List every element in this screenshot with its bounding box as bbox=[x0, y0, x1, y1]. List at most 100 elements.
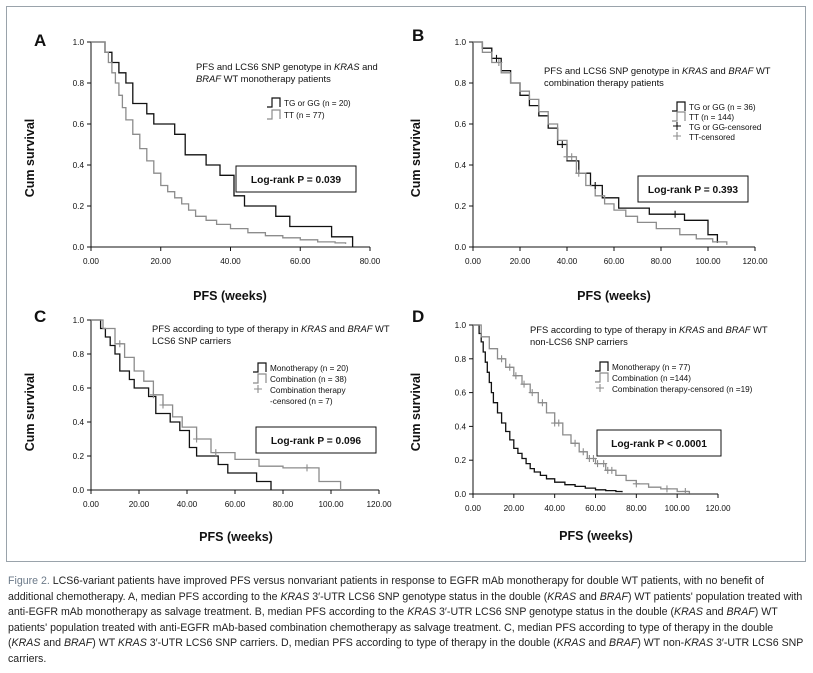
panel-title-part: and bbox=[359, 61, 377, 72]
caption-segment: 3′-UTR LCS6 SNP carriers. bbox=[8, 637, 804, 665]
legend-swatch bbox=[267, 109, 281, 120]
panel-title-part: and bbox=[327, 323, 348, 334]
panel-title: LCS6 SNP carriers bbox=[152, 335, 231, 346]
caption-segment: KRAS bbox=[684, 637, 714, 650]
censor-mark bbox=[555, 419, 563, 427]
x-tick-label: 100.00 bbox=[318, 500, 343, 509]
legend-label: TT (n = 144) bbox=[689, 113, 734, 122]
legend-label: Monotherapy (n = 20) bbox=[270, 364, 349, 373]
censor-mark bbox=[632, 480, 640, 488]
y-tick-label: 0.0 bbox=[73, 243, 85, 252]
y-tick-label: 0.4 bbox=[73, 418, 85, 427]
panel-title-part: PFS and LCS6 SNP genotype in bbox=[196, 61, 334, 72]
x-axis-title: PFS (weeks) bbox=[193, 289, 267, 303]
survival-curve-primary bbox=[91, 41, 354, 247]
panel-title-part: WT bbox=[372, 323, 389, 334]
legend-swatch bbox=[672, 111, 686, 122]
x-tick-label: 40.00 bbox=[220, 257, 241, 266]
legend-censor-label: Combination therapy-censored (n =19) bbox=[612, 385, 753, 394]
caption-segment: 3′-UTR LCS6 SNP carriers. D, median PFS … bbox=[146, 637, 557, 650]
panel-title-part: KRAS bbox=[334, 61, 360, 72]
panel-title-part: KRAS bbox=[682, 65, 708, 76]
censor-mark bbox=[303, 464, 311, 472]
caption-segment: KRAS bbox=[547, 590, 577, 603]
y-axis-title: Cum survival bbox=[23, 373, 37, 452]
panel-title-part: PFS and LCS6 SNP genotype in bbox=[544, 65, 682, 76]
legend-label: Combination (n = 38) bbox=[270, 375, 347, 384]
legend-swatch bbox=[253, 373, 267, 384]
figure-label: Figure 2. bbox=[8, 575, 50, 587]
y-tick-label: 0.4 bbox=[73, 161, 85, 170]
x-tick-label: 0.00 bbox=[83, 500, 99, 509]
y-tick-label: 0.6 bbox=[455, 389, 467, 398]
y-tick-label: 0.8 bbox=[73, 350, 85, 359]
km-figure: A 0.0 0.2 0.4 0.6 0.8 1.0 0.00 20.00 40.00 60.00 80… bbox=[23, 26, 771, 544]
km-panel-c: C 0.0 0.2 0.4 0.6 0.8 1.0 0.00 20.00 40.00 60.00 80… bbox=[23, 307, 392, 544]
legend-censor-mark bbox=[596, 384, 604, 392]
x-tick-label: 120.00 bbox=[366, 500, 391, 509]
panel-title: PFS according to type of therapy in KRAS… bbox=[152, 323, 390, 334]
legend-censor-label: TG or GG-censored bbox=[689, 123, 762, 132]
x-tick-label: 40.00 bbox=[544, 504, 565, 513]
caption-body: LCS6-variant patients have improved PFS … bbox=[8, 575, 803, 665]
y-axis-title: Cum survival bbox=[409, 119, 423, 198]
censor-mark bbox=[538, 399, 546, 407]
survival-curve-secondary bbox=[473, 324, 691, 494]
km-panel-b: B 0.0 0.2 0.4 0.6 0.8 1.0 0.00 20.00 40.00 60.00 80… bbox=[409, 26, 771, 303]
km-panel-d: D 0.0 0.2 0.4 0.6 0.8 1.0 0.00 20.00 40.00 60.00 80… bbox=[409, 307, 768, 543]
legend-label: TG or GG (n = 36) bbox=[689, 103, 756, 112]
y-tick-label: 0.0 bbox=[455, 243, 467, 252]
censor-mark bbox=[589, 455, 597, 463]
y-tick-label: 0.2 bbox=[73, 452, 85, 461]
legend-censor-label: Combination therapy bbox=[270, 386, 346, 395]
caption-segment: and bbox=[585, 637, 610, 650]
censor-mark bbox=[663, 485, 671, 493]
caption-segment: BRAF bbox=[726, 606, 755, 619]
y-tick-label: 0.6 bbox=[455, 120, 467, 129]
caption-segment: 3′-UTR LCS6 SNP genotype status in the d… bbox=[436, 606, 675, 619]
y-tick-label: 0.8 bbox=[455, 355, 467, 364]
y-tick-label: 0.4 bbox=[455, 422, 467, 431]
panel-title-part: BRAF bbox=[196, 73, 222, 84]
caption-segment: KRAS bbox=[11, 637, 41, 650]
x-tick-label: 20.00 bbox=[151, 257, 172, 266]
x-tick-label: 20.00 bbox=[510, 257, 531, 266]
x-tick-label: 20.00 bbox=[129, 500, 150, 509]
x-tick-label: 120.00 bbox=[705, 504, 730, 513]
censor-mark bbox=[568, 153, 576, 161]
panel-title-part: LCS6 SNP carriers bbox=[152, 335, 231, 346]
x-tick-label: 20.00 bbox=[504, 504, 525, 513]
y-tick-label: 0.6 bbox=[73, 384, 85, 393]
y-tick-label: 0.8 bbox=[73, 79, 85, 88]
caption-segment: KRAS bbox=[280, 590, 310, 603]
x-tick-label: 100.00 bbox=[665, 504, 690, 513]
y-tick-label: 0.2 bbox=[73, 202, 85, 211]
figure-caption: Figure 2. LCS6-variant patients have imp… bbox=[8, 574, 804, 668]
censor-mark bbox=[571, 439, 579, 447]
censor-mark bbox=[498, 355, 506, 363]
x-tick-label: 80.00 bbox=[651, 257, 672, 266]
logrank-text: Log-rank P = 0.096 bbox=[271, 436, 361, 447]
panel-title-part: KRAS bbox=[679, 324, 705, 335]
censor-mark bbox=[600, 460, 608, 468]
y-tick-label: 1.0 bbox=[73, 38, 85, 47]
caption-segment: ) WT patients' population treated with a… bbox=[8, 590, 803, 619]
caption-segment: 3′-UTR LCS6 SNP genotype status in the d… bbox=[309, 590, 548, 603]
survival-curve-primary bbox=[91, 319, 272, 490]
y-tick-label: 0.4 bbox=[455, 161, 467, 170]
caption-segment: KRAS bbox=[407, 606, 437, 619]
panel-title-part: combination therapy patients bbox=[544, 77, 664, 88]
logrank-text: Log-rank P < 0.0001 bbox=[611, 439, 707, 450]
y-axis-title: Cum survival bbox=[409, 373, 423, 452]
y-axis-title: Cum survival bbox=[23, 119, 37, 198]
caption-segment: BRAF bbox=[63, 637, 93, 650]
x-axis-title: PFS (weeks) bbox=[577, 289, 651, 303]
y-tick-label: 0.8 bbox=[455, 79, 467, 88]
caption-segment: BRAF bbox=[609, 637, 638, 650]
panel-title-part: and bbox=[705, 324, 726, 335]
panel-title-part: non-LCS6 SNP carriers bbox=[530, 336, 628, 347]
censor-mark bbox=[528, 389, 536, 397]
panel-title-part: BRAF bbox=[725, 324, 751, 335]
caption-segment: LCS6-variant patients have improved PFS … bbox=[8, 575, 764, 603]
km-panel-a: A 0.0 0.2 0.4 0.6 0.8 1.0 0.00 20.00 40.00 60.00 80… bbox=[23, 31, 381, 303]
